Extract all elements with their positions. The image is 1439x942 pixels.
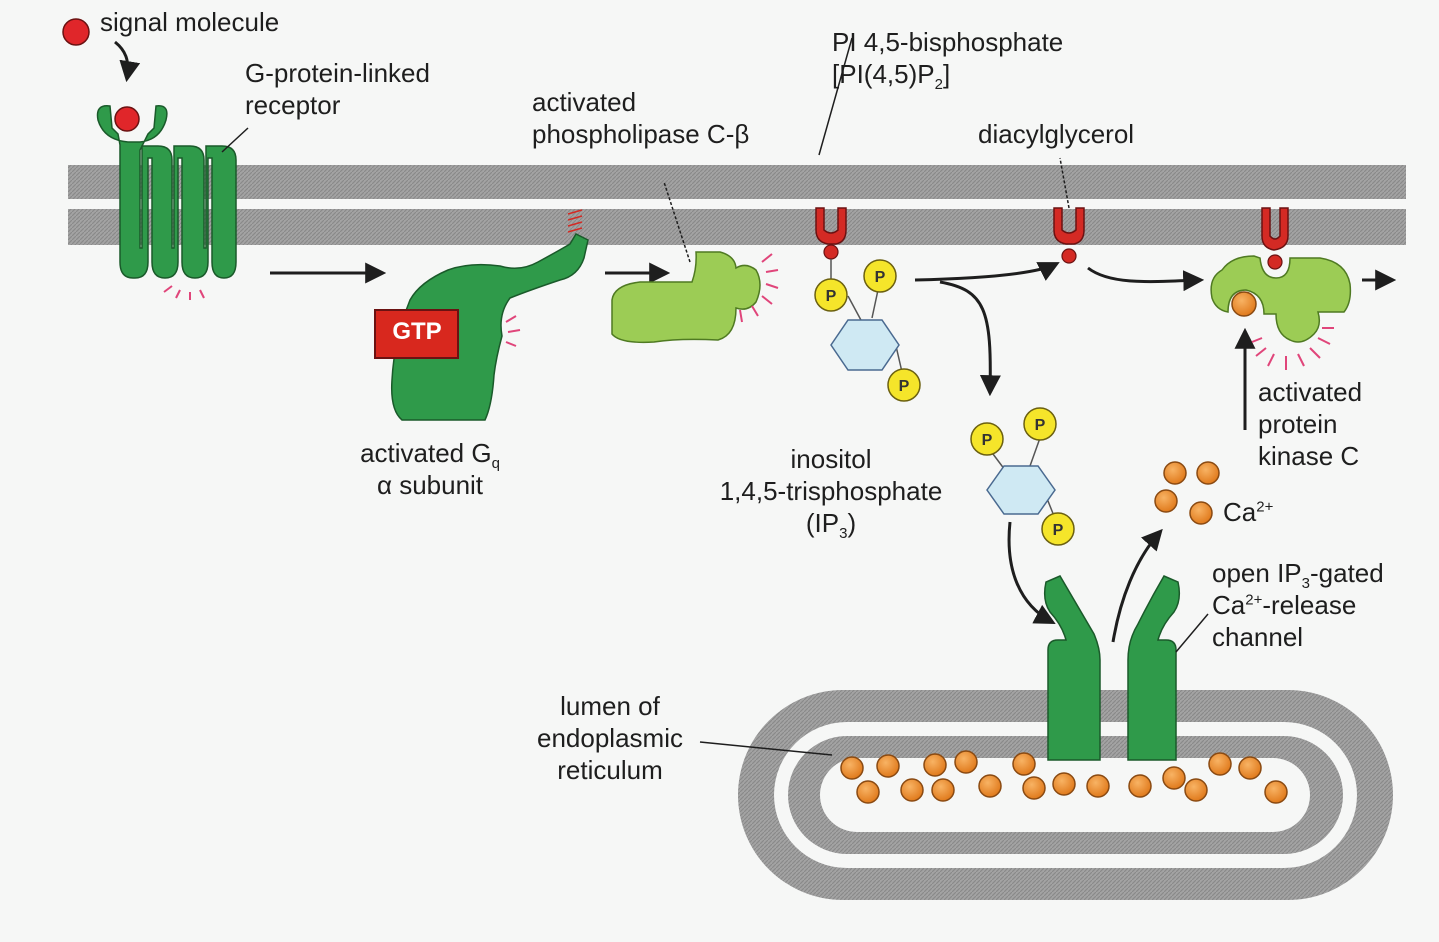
er-label-leader bbox=[699, 741, 833, 756]
phosphate-groups bbox=[814, 259, 1075, 546]
calcium-ions bbox=[840, 291, 1288, 804]
label-diacylglycerol: diacylglycerol bbox=[978, 119, 1135, 149]
gq-alpha-subunit bbox=[374, 209, 589, 421]
pip2-molecule bbox=[815, 37, 903, 373]
pathway-arrows bbox=[270, 262, 1397, 643]
phosphate-labels: P P P P P P bbox=[826, 269, 1064, 539]
label-receptor: G-protein-linked receptor bbox=[245, 58, 430, 120]
ip3-molecule bbox=[986, 437, 1056, 517]
label-calcium: Ca2+ bbox=[1223, 497, 1274, 527]
label-pkc: activated protein kinase C bbox=[1258, 377, 1363, 471]
diacylglycerol-molecule bbox=[1053, 157, 1085, 264]
g-protein-linked-receptor bbox=[96, 105, 249, 300]
label-signal-molecule: signal molecule bbox=[100, 7, 280, 37]
svg-text:P: P bbox=[1053, 522, 1064, 539]
label-pip2: PI 4,5-bisphosphate [PI(4,5)P2] bbox=[832, 27, 1064, 94]
label-er-lumen: lumen of endoplasmic reticulum bbox=[537, 691, 683, 785]
phospholipase-c-beta bbox=[611, 181, 779, 344]
plasma-membrane bbox=[68, 165, 1406, 245]
svg-text:P: P bbox=[826, 288, 837, 305]
label-plc-beta: activated phospholipase C-β bbox=[532, 87, 750, 149]
label-gq-alpha: activated Gq α subunit bbox=[360, 438, 500, 500]
label-channel: open IP3-gated Ca2+-release channel bbox=[1212, 558, 1384, 652]
ip3-gated-channel bbox=[1043, 575, 1209, 761]
protein-kinase-c bbox=[1210, 207, 1352, 370]
label-ip3: inositol 1,4,5-trisphosphate (IP3) bbox=[719, 444, 943, 543]
svg-text:P: P bbox=[1035, 417, 1046, 434]
gtp-label: GTP bbox=[392, 318, 442, 345]
svg-text:P: P bbox=[875, 269, 886, 286]
svg-text:P: P bbox=[982, 432, 993, 449]
svg-text:P: P bbox=[899, 378, 910, 395]
signal-molecule bbox=[62, 18, 141, 83]
